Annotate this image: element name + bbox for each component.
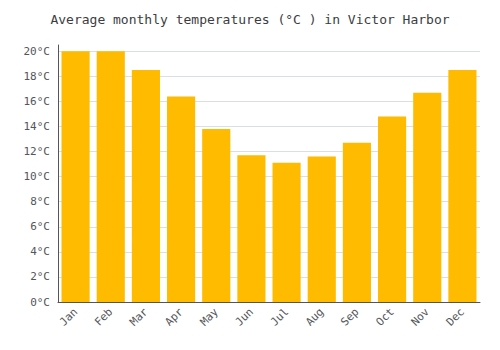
svg-text:14°C: 14°C: [24, 120, 51, 133]
svg-text:4°C: 4°C: [30, 245, 50, 258]
svg-text:Apr: Apr: [162, 305, 185, 328]
svg-text:Jul: Jul: [268, 305, 291, 328]
svg-text:May: May: [198, 305, 221, 328]
svg-text:Feb: Feb: [92, 305, 115, 328]
svg-text:Jun: Jun: [233, 305, 256, 328]
svg-text:Dec: Dec: [444, 305, 467, 328]
svg-text:Average monthly temperatures (: Average monthly temperatures (°C ) in Vi…: [50, 12, 449, 27]
svg-text:8°C: 8°C: [30, 195, 50, 208]
svg-text:10°C: 10°C: [24, 170, 51, 183]
svg-text:Jan: Jan: [57, 305, 80, 328]
svg-text:Mar: Mar: [127, 305, 150, 328]
svg-text:18°C: 18°C: [24, 70, 51, 83]
svg-text:16°C: 16°C: [24, 95, 51, 108]
svg-text:Oct: Oct: [373, 305, 396, 328]
svg-text:20°C: 20°C: [24, 45, 51, 58]
svg-text:6°C: 6°C: [30, 220, 50, 233]
svg-text:2°C: 2°C: [30, 270, 50, 283]
svg-text:Nov: Nov: [409, 305, 432, 328]
svg-text:0°C: 0°C: [30, 296, 50, 309]
svg-text:Aug: Aug: [303, 305, 326, 328]
svg-text:Sep: Sep: [338, 305, 361, 328]
svg-text:12°C: 12°C: [24, 145, 51, 158]
